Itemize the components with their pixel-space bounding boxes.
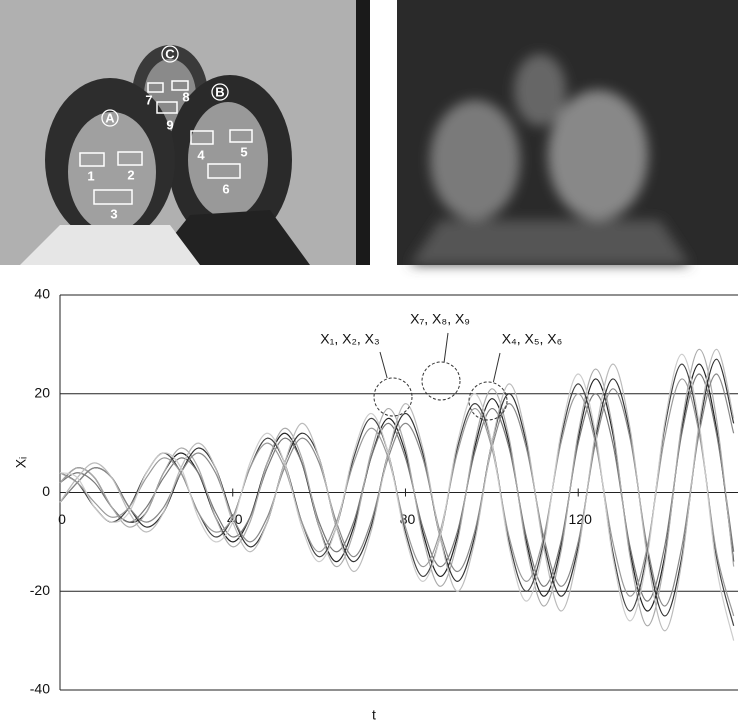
figure: 123456789ABC-40-200204004080120tXᵢX₁, X₂… [0, 0, 741, 724]
annotation: X₄, X₅, X₆ [502, 331, 563, 347]
annotation-circle [374, 378, 412, 416]
annotation-circle [422, 362, 460, 400]
y-tick-label: 0 [42, 483, 50, 499]
y-tick-label: -20 [30, 582, 50, 598]
region-label: 6 [222, 181, 229, 196]
x-tick-label: 120 [569, 511, 593, 527]
y-tick-label: 40 [34, 286, 50, 302]
person-label: A [105, 110, 115, 125]
x-axis-label: t [372, 707, 376, 723]
page: {"photo_labels": {"persons": ["A", "B", … [0, 0, 741, 724]
thermal-photo [397, 0, 738, 265]
annotation: X₇, X₈, X₉ [410, 311, 470, 327]
region-label: 1 [87, 168, 94, 183]
annotation: X₁, X₂, X₃ [320, 331, 379, 347]
series-line [60, 349, 734, 626]
visible-photo [0, 0, 370, 265]
region-label: 2 [127, 167, 134, 182]
person-label: C [165, 46, 175, 61]
series-line [60, 359, 734, 616]
series-line [60, 354, 734, 640]
region-label: 5 [240, 144, 247, 159]
y-axis-label: Xᵢ [13, 457, 29, 469]
y-tick-label: 20 [34, 384, 50, 400]
region-label: 9 [166, 117, 173, 132]
y-tick-label: -40 [30, 681, 50, 697]
x-tick-label: 0 [58, 511, 66, 527]
person-label: B [215, 84, 224, 99]
annotation-leader [493, 353, 500, 382]
region-label: 7 [145, 92, 152, 107]
region-label: 3 [110, 206, 117, 221]
region-label: 4 [197, 147, 205, 162]
annotation-leader [380, 352, 387, 378]
annotation-leader [444, 333, 448, 362]
region-label: 8 [182, 89, 189, 104]
